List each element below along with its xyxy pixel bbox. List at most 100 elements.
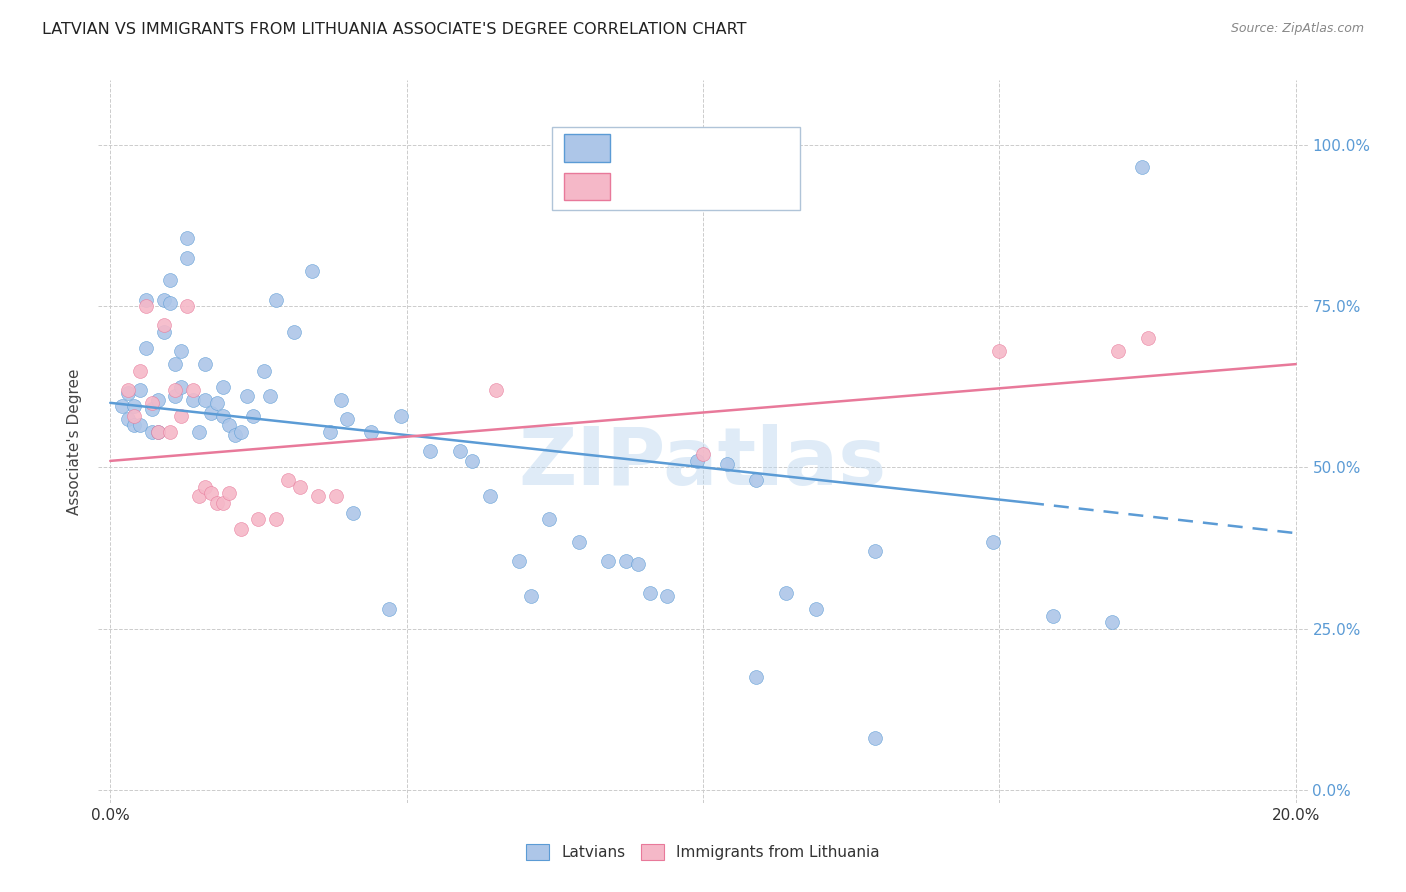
Point <box>152 293 174 307</box>
Point <box>307 489 329 503</box>
Point <box>325 489 347 503</box>
Point <box>537 512 560 526</box>
Point <box>983 534 1005 549</box>
Point <box>129 363 152 377</box>
Point <box>218 418 240 433</box>
Point <box>863 731 886 746</box>
Point <box>212 496 235 510</box>
Point <box>159 425 181 439</box>
Point <box>419 444 441 458</box>
Point <box>229 522 252 536</box>
Point <box>247 512 270 526</box>
Point <box>122 418 145 433</box>
Point <box>235 389 257 403</box>
Point <box>242 409 264 423</box>
Point <box>122 399 145 413</box>
Point <box>1130 161 1153 175</box>
Point <box>165 389 187 403</box>
Point <box>288 480 311 494</box>
Point <box>218 486 240 500</box>
Point <box>135 293 157 307</box>
Text: LATVIAN VS IMMIGRANTS FROM LITHUANIA ASSOCIATE'S DEGREE CORRELATION CHART: LATVIAN VS IMMIGRANTS FROM LITHUANIA ASS… <box>42 22 747 37</box>
Point <box>170 380 193 394</box>
Point <box>170 344 193 359</box>
Text: R = -0.166    N =  71: R = -0.166 N = 71 <box>621 141 782 156</box>
Bar <box>564 173 610 200</box>
Point <box>205 496 228 510</box>
Point <box>159 273 181 287</box>
Bar <box>564 135 610 162</box>
Point <box>200 486 222 500</box>
Point <box>152 318 174 333</box>
Point <box>567 534 589 549</box>
Y-axis label: Associate's Degree: Associate's Degree <box>67 368 83 515</box>
Point <box>804 602 827 616</box>
Point <box>200 405 222 419</box>
Point <box>330 392 353 407</box>
Point <box>229 425 252 439</box>
Text: Source: ZipAtlas.com: Source: ZipAtlas.com <box>1230 22 1364 36</box>
Point <box>360 425 382 439</box>
Point <box>318 425 340 439</box>
Point <box>141 402 163 417</box>
Point <box>520 590 543 604</box>
Point <box>1042 608 1064 623</box>
Point <box>745 670 768 684</box>
Point <box>336 412 359 426</box>
Point <box>988 344 1011 359</box>
Point <box>146 425 169 439</box>
Point <box>598 554 620 568</box>
Point <box>111 399 134 413</box>
Point <box>205 396 228 410</box>
Point <box>378 602 401 616</box>
Point <box>188 489 211 503</box>
Point <box>129 418 152 433</box>
Point <box>117 386 139 401</box>
Point <box>264 512 287 526</box>
Point <box>141 425 163 439</box>
Point <box>176 299 198 313</box>
Point <box>614 554 637 568</box>
Point <box>461 454 484 468</box>
Point <box>117 383 139 397</box>
Point <box>165 357 187 371</box>
Point <box>745 473 768 487</box>
Text: R =  0.285    N =  30: R = 0.285 N = 30 <box>621 179 780 194</box>
Point <box>181 392 204 407</box>
Point <box>1101 615 1123 630</box>
Point <box>129 383 152 397</box>
Point <box>686 454 709 468</box>
Point <box>194 357 217 371</box>
Point <box>264 293 287 307</box>
Point <box>159 296 181 310</box>
Point <box>449 444 471 458</box>
Point <box>141 396 163 410</box>
Point <box>1107 344 1129 359</box>
Point <box>188 425 211 439</box>
Point <box>692 447 714 461</box>
Point <box>342 506 364 520</box>
Point <box>259 389 281 403</box>
Point <box>283 325 305 339</box>
Point <box>152 325 174 339</box>
Text: ZIPatlas: ZIPatlas <box>519 425 887 502</box>
Point <box>176 231 198 245</box>
Point <box>117 412 139 426</box>
Point <box>716 457 738 471</box>
Point <box>212 409 235 423</box>
Point <box>389 409 412 423</box>
Point <box>181 383 204 397</box>
Point <box>478 489 501 503</box>
Point <box>194 480 217 494</box>
Point <box>135 299 157 313</box>
Point <box>863 544 886 558</box>
Bar <box>551 128 800 211</box>
Point <box>176 251 198 265</box>
Legend: Latvians, Immigrants from Lithuania: Latvians, Immigrants from Lithuania <box>526 844 880 860</box>
Point <box>484 383 506 397</box>
Point <box>146 392 169 407</box>
Point <box>224 428 246 442</box>
Point <box>146 425 169 439</box>
Point <box>277 473 299 487</box>
Point <box>627 557 650 571</box>
